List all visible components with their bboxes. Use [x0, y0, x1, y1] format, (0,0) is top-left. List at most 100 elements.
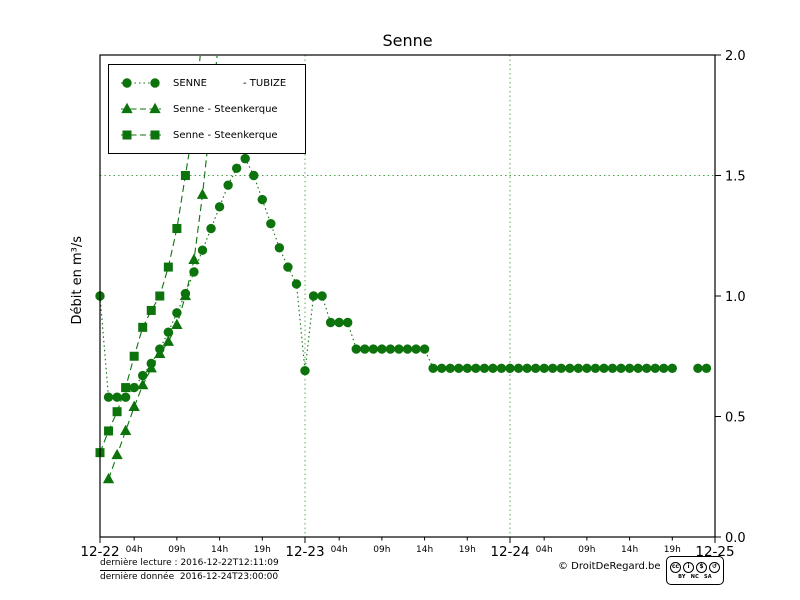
series-0-marker: [479, 363, 490, 373]
series-2-marker: [138, 322, 148, 332]
series-0-marker: [411, 344, 421, 354]
series-0-marker: [659, 363, 669, 373]
legend-marker-triangle: [149, 102, 161, 114]
series-1-marker: [188, 253, 200, 264]
series-1-marker: [162, 335, 174, 346]
series-0-marker: [701, 363, 712, 373]
series-2-marker: [172, 224, 182, 234]
series-0-marker: [402, 344, 413, 354]
series-0-marker: [283, 262, 293, 272]
series-2-marker: [146, 305, 156, 315]
x-tick-hour-label: 04h: [536, 545, 553, 555]
x-tick-hour-label: 19h: [664, 545, 681, 555]
legend-swatch-square: [121, 130, 161, 140]
series-0-marker: [650, 363, 660, 373]
series-0-marker: [505, 363, 515, 373]
series-0-marker: [436, 363, 447, 373]
series-1-marker: [128, 400, 140, 411]
series-0-marker: [308, 291, 319, 301]
cc-by-label: BY: [678, 573, 686, 580]
series-0-marker: [624, 363, 635, 373]
legend-item: Senne - Steenkerque: [118, 124, 296, 146]
series-0-marker: [522, 363, 532, 373]
y-tick-label: 0.5: [725, 411, 746, 426]
series-0-marker: [325, 317, 336, 328]
cc-icons-row: cc i $ ↺: [670, 561, 720, 573]
series-0-marker: [343, 317, 353, 328]
series-0-marker: [599, 363, 609, 373]
series-0-marker: [462, 363, 472, 373]
series-0-marker: [172, 308, 182, 318]
series-1-marker: [196, 188, 209, 199]
series-0-marker: [334, 317, 344, 328]
series-0-marker: [616, 363, 626, 373]
cc-license-badge[interactable]: cc i $ ↺ BY NC SA: [666, 556, 724, 585]
x-tick-hour-label: 14h: [416, 545, 433, 555]
series-0-marker: [693, 363, 703, 373]
series-0-marker: [291, 279, 302, 289]
legend-item: SENNE - TUBIZE: [118, 72, 296, 94]
series-group: [95, 56, 712, 484]
series-0-marker: [223, 180, 233, 190]
series-0-marker: [428, 363, 438, 373]
cc-nc-label: NC: [690, 573, 699, 580]
series-0-marker: [214, 202, 225, 212]
legend-marker-square: [122, 130, 132, 140]
y-tick-label: 2.0: [725, 49, 746, 64]
series-0-marker: [197, 245, 208, 255]
y-tick-label: 0.0: [725, 531, 746, 546]
series-1-marker: [137, 378, 149, 390]
series-0-marker: [377, 344, 387, 354]
x-tick-hour-label: 19h: [254, 545, 271, 555]
y-tick-label: 1.5: [725, 170, 746, 185]
by-icon: i: [683, 561, 694, 573]
x-tick-day-label: 12-23: [285, 544, 324, 560]
y-axis-label: Débit en m³/s: [70, 236, 85, 325]
series-0-marker: [582, 363, 592, 373]
x-tick-day-label: 12-24: [490, 544, 529, 560]
series-0-marker: [454, 363, 464, 373]
series-0-marker: [573, 363, 584, 373]
series-0-marker: [129, 382, 139, 393]
series-0-marker: [266, 219, 276, 229]
nc-icon: $: [696, 561, 707, 573]
series-0-marker: [240, 153, 250, 164]
series-0-marker: [257, 194, 267, 205]
legend-label: Senne - Steenkerque: [173, 103, 278, 115]
series-0-marker: [231, 163, 242, 173]
series-0-marker: [556, 363, 566, 373]
series-0-marker: [548, 363, 558, 373]
x-tick-hour-label: 09h: [373, 545, 390, 555]
cc-sa-label: SA: [703, 573, 712, 580]
legend-marker-square: [150, 130, 160, 140]
legend-item: Senne - Steenkerque: [118, 98, 296, 120]
series-0-marker: [565, 363, 575, 373]
copyright-text: © DroitDeRegard.be: [558, 561, 661, 572]
series-1-marker: [119, 424, 132, 436]
series-0-marker: [539, 363, 549, 373]
series-1-marker: [102, 472, 115, 484]
series-2-marker: [104, 426, 114, 436]
series-0-marker: [633, 363, 643, 373]
series-0-marker: [394, 344, 404, 354]
series-0-marker: [530, 363, 541, 373]
cc-letters: BY NC SA: [678, 574, 712, 580]
series-0-marker: [249, 170, 259, 181]
legend-marker-circle: [150, 78, 160, 88]
series-0-marker: [667, 363, 677, 373]
series-0-marker: [590, 363, 601, 373]
legend-box: SENNE - TUBIZE Senne - Steenkerque Senne - …: [108, 64, 306, 154]
x-tick-hour-label: 04h: [331, 545, 348, 555]
x-tick-hour-label: 14h: [211, 545, 228, 555]
series-0-marker: [368, 344, 379, 354]
sa-icon: ↺: [709, 561, 720, 573]
legend-label: SENNE - TUBIZE: [173, 77, 287, 89]
series-2-marker: [163, 262, 173, 272]
series-0-marker: [488, 363, 498, 373]
x-tick-hour-label: 14h: [621, 545, 638, 555]
last-data-text: dernière donnée 2016-12-24T23:00:00: [100, 572, 279, 582]
series-0-marker: [360, 344, 370, 354]
series-0-marker: [300, 366, 310, 376]
series-1-marker: [154, 347, 166, 358]
